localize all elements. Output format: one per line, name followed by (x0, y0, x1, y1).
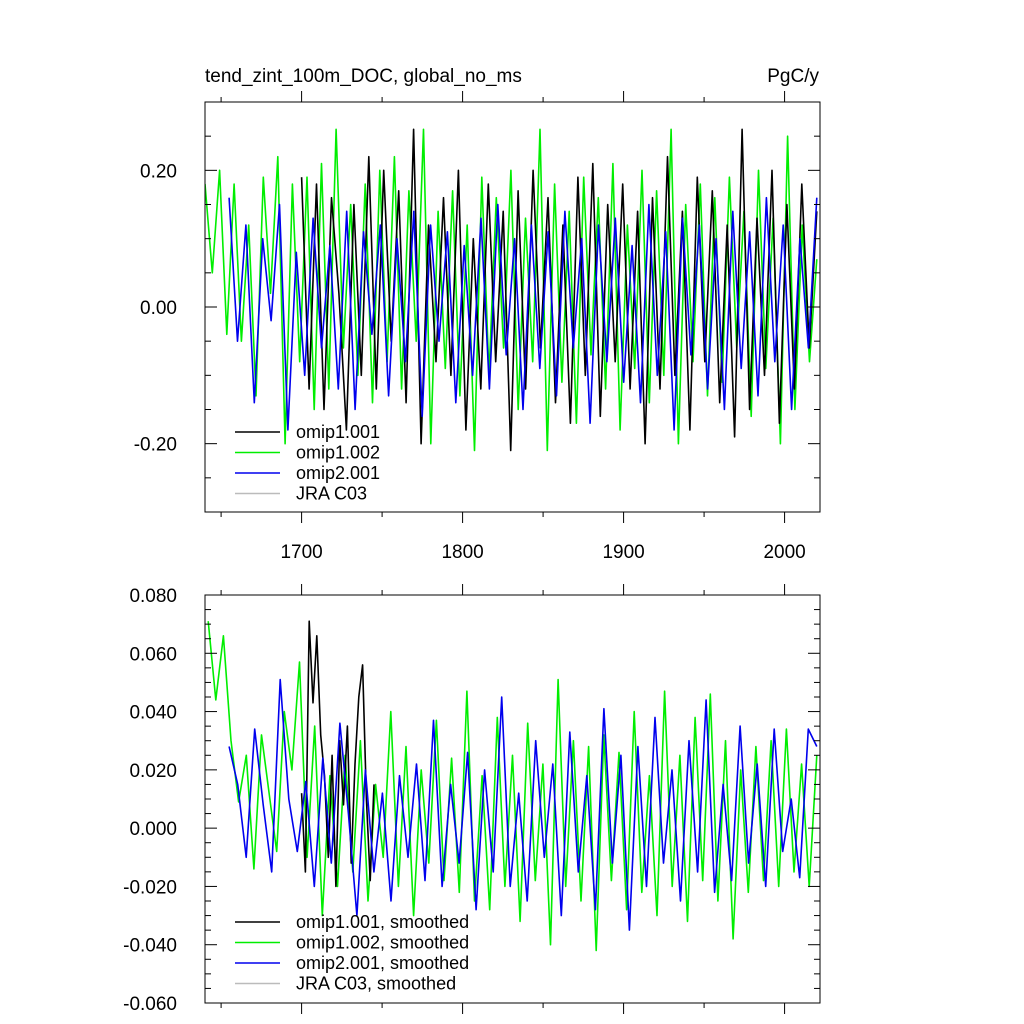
legend-label: JRA C03, smoothed (296, 974, 456, 994)
x-tick-label: 1900 (602, 542, 644, 563)
legend-label: omip2.001 (296, 463, 380, 483)
series-line-2 (205, 128, 818, 452)
y-tick-label: -0.060 (123, 994, 177, 1015)
legend-label: omip1.002 (296, 443, 380, 463)
panel-1-title: tend_zint_100m_DOC, global_no_ms (205, 66, 522, 87)
y-tick-label: 0.20 (140, 161, 177, 182)
x-tick-label: 2000 (763, 542, 805, 563)
legend-label: omip1.001, smoothed (296, 912, 469, 932)
panel-1-plot: 1700 1800 1900 20000.200.00-0.20omip1.001om… (134, 91, 821, 563)
series-line-1 (300, 128, 818, 452)
legend-label: JRA C03 (296, 484, 367, 504)
panel-2-plot: 0.080 0.060 0.040 0.020 0.000 -0.020 -0.040 -0.… (123, 584, 821, 1015)
legend-label: omip2.001, smoothed (296, 953, 469, 973)
series-group (205, 128, 818, 452)
series-group (207, 620, 818, 952)
y-tick-label: -0.040 (123, 936, 177, 957)
y-tick-label: 0.060 (129, 644, 177, 665)
y-tick-label: -0.020 (123, 877, 177, 898)
y-tick-label: 0.020 (129, 761, 177, 782)
series-line-1 (300, 620, 375, 888)
series-line-2 (207, 621, 818, 952)
x-tick-label: 1700 (280, 542, 322, 563)
y-tick-label: 0.080 (129, 586, 177, 607)
y-tick-label: -0.20 (134, 435, 177, 456)
y-tick-label: 0.00 (140, 298, 177, 319)
legend-label: omip1.002, smoothed (296, 933, 469, 953)
panel-1-units: PgC/y (767, 66, 819, 87)
y-tick-label: 0.000 (129, 819, 177, 840)
y-tick-label: 0.040 (129, 703, 177, 724)
legend-label: omip1.001 (296, 422, 380, 442)
x-tick-label: 1800 (441, 542, 483, 563)
series-line-3 (228, 196, 818, 431)
series-line-3 (228, 678, 818, 931)
